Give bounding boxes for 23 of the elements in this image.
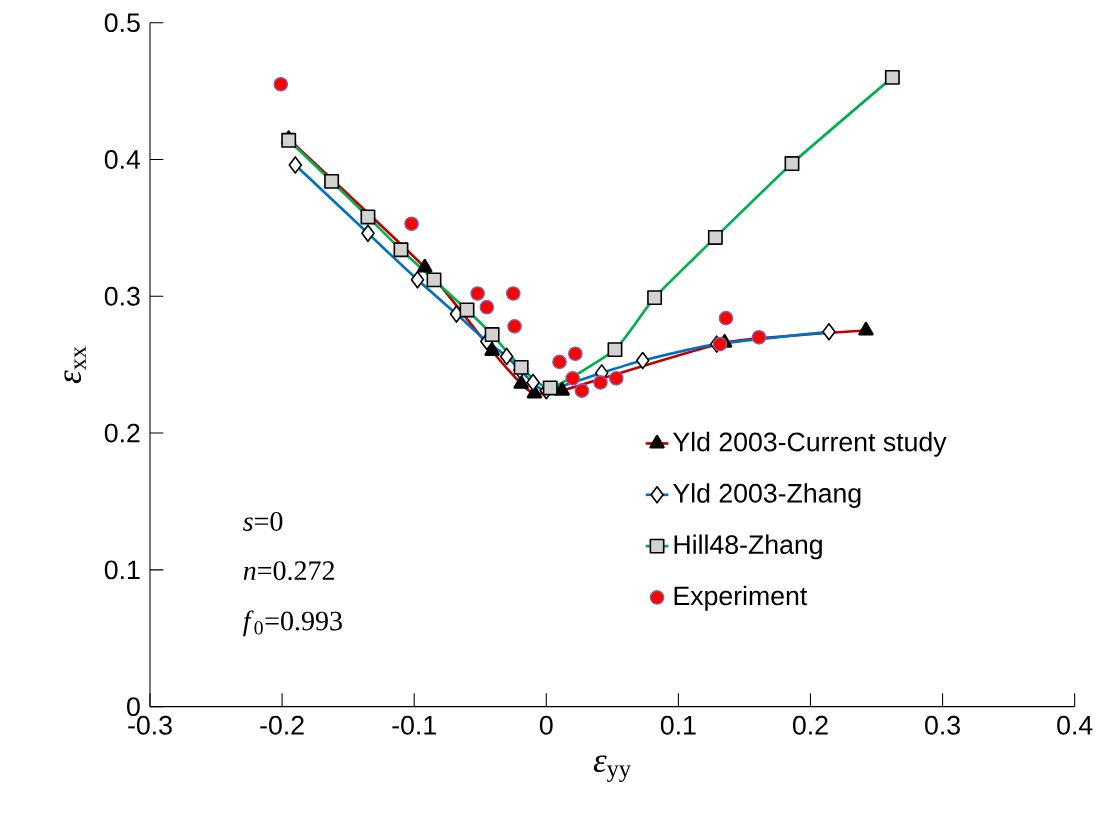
x-tick-label: -0.1 <box>392 715 436 735</box>
annotation: n=0.272 <box>243 561 334 581</box>
annotation: s=0 <box>243 512 283 532</box>
x-tick-label: -0.3 <box>128 715 172 735</box>
y-tick-label: 0.2 <box>104 423 140 443</box>
x-tick-label: 0.3 <box>925 715 960 735</box>
legend-label: Yld 2003-Current study <box>673 431 947 457</box>
y-tick-label: 0.1 <box>104 560 140 580</box>
legend-label: Hill48-Zhang <box>674 534 822 560</box>
annotation: f$_{0}$=0.993 <box>243 610 342 637</box>
y-tick-label: 0.3 <box>104 287 140 306</box>
y-tick-label: 0 <box>127 697 140 717</box>
legend-label: Experiment <box>674 585 808 611</box>
y-axis-title: ε$_{xx}$ <box>64 346 86 384</box>
y-tick-label: 0.5 <box>104 13 140 33</box>
y-tick-label: 0.4 <box>104 150 141 170</box>
x-tick-label: -0.2 <box>260 715 304 735</box>
x-tick-label: 0 <box>539 715 553 735</box>
x-axis-title: ε$_{yy}$ <box>593 755 631 783</box>
x-tick-label: 0.4 <box>1057 715 1093 735</box>
x-tick-label: 0.1 <box>660 715 696 735</box>
x-tick-label: 0.2 <box>792 715 828 735</box>
legend-label: Yld 2003-Zhang <box>673 483 861 509</box>
